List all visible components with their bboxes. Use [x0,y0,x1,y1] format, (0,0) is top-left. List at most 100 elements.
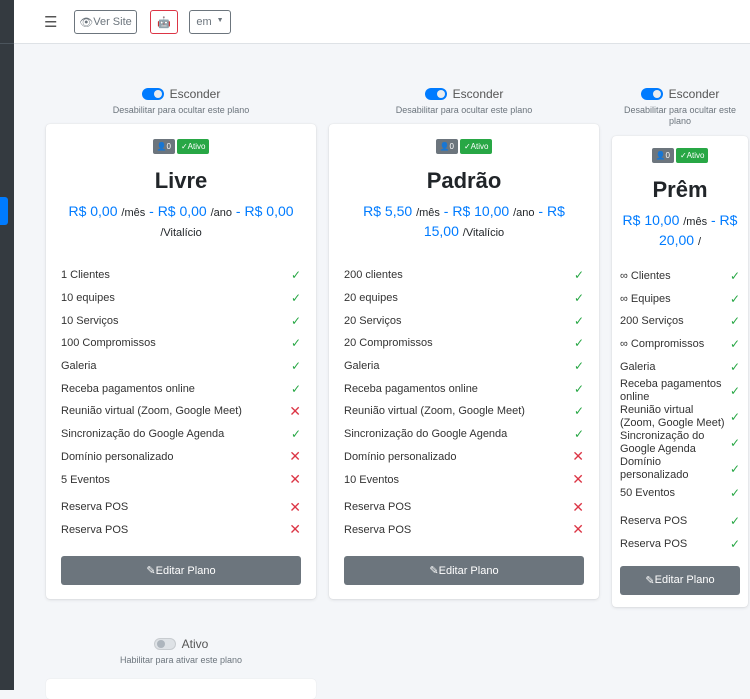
users-count: 0 [166,142,171,151]
pencil-icon: ✎ [429,565,439,578]
feature-label: Domínio personalizado [620,456,689,482]
check-icon: ✓ [573,313,584,328]
x-icon: ✕ [572,471,584,488]
check-icon: ✓ [729,336,740,351]
feature-item: Domínio personalizado ✓ [620,456,740,482]
sidebar-active-item[interactable] [0,197,8,225]
plan-column: Esconder Desabilitar para ocultar este p… [46,86,316,600]
unit-year: /ano [513,207,535,219]
feature-item: Receba pagamentos online ✓ [61,377,301,400]
feature-label: Reunião virtual (Zoom, Google Meet) [61,405,242,418]
feature-label: Reserva POS [620,537,688,550]
feature-label: Domínio personalizado [61,450,174,463]
pencil-icon: ✎ [645,574,655,587]
feature-label: Reserva POS [61,523,129,536]
toggle-label: Esconder [668,87,720,101]
feature-item: Reunião virtual (Zoom, Google Meet) ✕ [61,400,301,423]
toggle-hint: Desabilitar para ocultar este plano [112,105,250,115]
price-lifetime: R$ 15,00 [423,203,565,239]
top-navbar: ☰ 👁 Ver Site 🤖 em ▼ [14,0,750,44]
user-icon: 👤 [439,142,450,151]
edit-plan-label: Editar Plano [654,574,715,586]
check-icon: ✓ [290,268,301,283]
check-icon: ✓ [729,314,740,329]
feature-label: Galeria [61,360,97,373]
feature-item: ∞ Compromissos ✓ [620,333,740,356]
status-label: Ativo [470,142,489,151]
check-icon: ✓ [573,336,584,351]
price-month: R$ 0,00 [68,203,118,219]
feature-item: Sincronização do Google Agenda ✓ [344,423,584,446]
feature-label: 20 Serviços [344,314,402,327]
users-badge: 👤 0 [435,139,458,154]
plan-card: 👤 0 ✓ Ativo Padrão R$ 5,50 /mês - R$ 10,00 … [329,124,599,600]
feature-label: Receba pagamentos online [344,382,478,395]
edit-plan-button[interactable]: ✎ Editar Plano [61,556,301,586]
hide-toggle[interactable] [424,88,447,100]
feature-item: Receba pagamentos online ✓ [620,378,740,404]
feature-item: Reserva POS ✕ [344,496,584,519]
edit-plan-button[interactable]: ✎ Editar Plano [344,556,584,586]
x-icon: ✕ [572,498,584,515]
check-icon: ✓ [573,268,584,283]
language-dropdown[interactable]: em ▼ [189,10,231,34]
feature-item: Reserva POS ✕ [61,496,301,519]
check-icon: ✓ [729,536,740,551]
feature-label: Sincronização do Google Agenda [620,430,705,456]
feature-list: ∞ Clientes ✓ ∞ Equipes ✓ 200 Serviços ✓ ∞ Comp… [620,265,740,556]
status-label: Ativo [187,142,206,151]
unit-month: /mês [416,207,440,219]
feature-label: 100 Compromissos [61,337,156,350]
check-icon: ✓ [290,336,301,351]
feature-label: Reserva POS [344,523,412,536]
feature-item: Sincronização do Google Agenda ✓ [61,423,301,446]
feature-item: Reserva POS ✓ [620,533,740,556]
toggle-label: Ativo [181,637,209,651]
caret-down-icon: ▼ [216,16,224,24]
user-icon: 👤 [156,142,167,151]
plan-title: Prêm [652,177,708,202]
plan-title: Livre [154,168,208,193]
check-icon: ✓ [290,313,301,328]
robot-button[interactable]: 🤖 [150,10,178,34]
status-badge: ✓ Ativo [176,139,210,154]
feature-label: Reserva POS [61,501,129,514]
menu-icon[interactable]: ☰ [44,14,58,31]
price-lifetime: R$ 0,00 [244,203,294,219]
check-icon: ✓ [463,142,471,151]
feature-label: Reunião virtual (Zoom, Google Meet) [620,404,725,430]
feature-label: Receba pagamentos online [61,382,195,395]
feature-item: Galeria ✓ [344,355,584,378]
check-icon: ✓ [180,142,188,151]
feature-item: 50 Eventos ✓ [620,482,740,505]
user-icon: 👤 [655,151,666,160]
users-count: 0 [449,142,454,151]
users-badge: 👤 0 [651,148,674,163]
pencil-icon: ✎ [146,565,156,578]
hide-toggle[interactable] [640,88,663,100]
edit-plan-label: Editar Plano [155,564,216,577]
feature-item: Reserva POS ✕ [344,519,584,542]
unit-lifetime: /Vitalício [160,227,202,239]
check-icon: ✓ [729,291,740,306]
active-toggle[interactable] [153,638,176,650]
toggle-label: Esconder [452,87,504,101]
users-badge: 👤 0 [152,139,175,154]
feature-label: Reserva POS [620,514,688,527]
feature-item: Reunião virtual (Zoom, Google Meet) ✓ [620,404,740,430]
feature-item: 10 Eventos ✕ [344,468,584,491]
hide-toggle[interactable] [141,88,164,100]
feature-list: 1 Clientes ✓ 10 equipes ✓ 10 Serviços ✓ 100 Co… [61,264,301,541]
edit-plan-button[interactable]: ✎ Editar Plano [620,565,740,595]
check-icon: ✓ [729,486,740,501]
feature-label: Galeria [620,360,656,373]
feature-label: 200 Serviços [620,315,684,328]
plan-column: Esconder Desabilitar para ocultar este p… [329,86,599,600]
view-site-label: Ver Site [93,16,132,28]
unit-month: /mês [121,207,146,219]
check-icon: ✓ [290,359,301,374]
feature-item: 5 Eventos ✕ [61,468,301,491]
view-site-button[interactable]: 👁 Ver Site [74,10,137,34]
feature-item: Domínio personalizado ✕ [61,446,301,469]
feature-label: 10 Eventos [344,473,400,486]
